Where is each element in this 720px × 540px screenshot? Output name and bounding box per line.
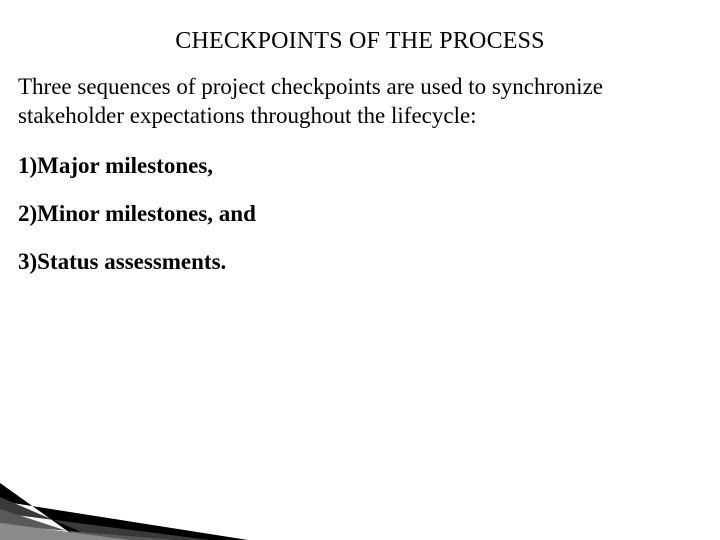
list-item: 2)Minor milestones, and xyxy=(18,201,702,227)
slide-title: CHECKPOINTS OF THE PROCESS xyxy=(18,28,702,55)
intro-paragraph: Three sequences of project checkpoints a… xyxy=(18,73,702,131)
corner-decoration-icon xyxy=(0,445,280,540)
slide: CHECKPOINTS OF THE PROCESS Three sequenc… xyxy=(0,0,720,540)
list-item: 1)Major milestones, xyxy=(18,153,702,179)
list-item: 3)Status assessments. xyxy=(18,249,702,275)
